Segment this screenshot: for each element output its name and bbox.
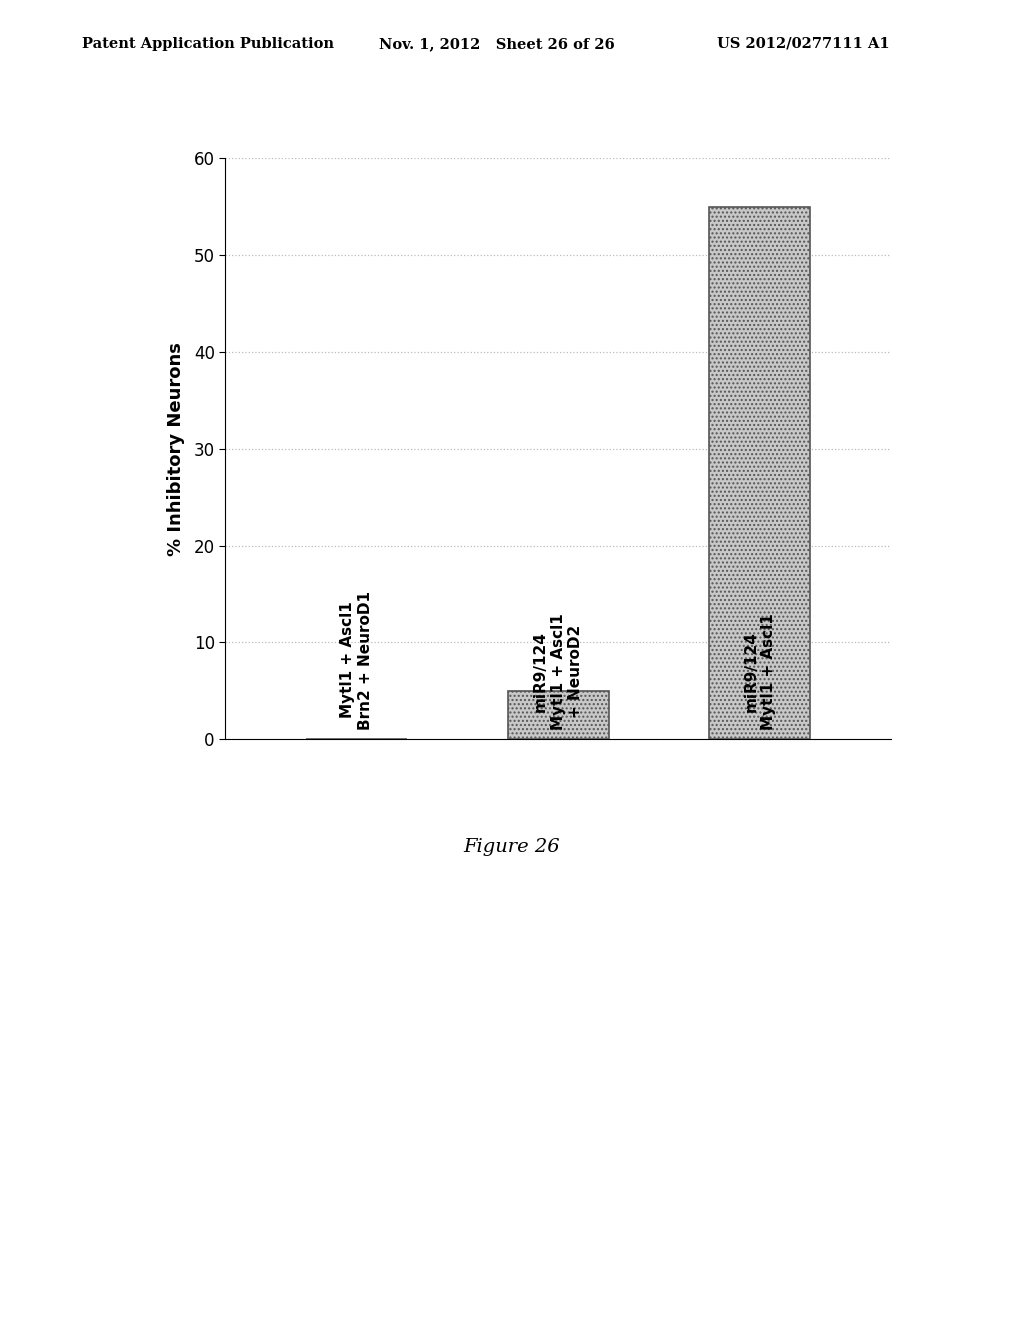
Text: Mytl1 + Ascl1
Brn2 + NeuroD1: Mytl1 + Ascl1 Brn2 + NeuroD1 <box>340 590 373 730</box>
Text: miR9/124
Mytl1 + Ascl1
+ NeuroD2: miR9/124 Mytl1 + Ascl1 + NeuroD2 <box>534 612 583 730</box>
Text: Nov. 1, 2012   Sheet 26 of 26: Nov. 1, 2012 Sheet 26 of 26 <box>379 37 614 51</box>
Text: Figure 26: Figure 26 <box>464 838 560 857</box>
Bar <box>508 690 608 739</box>
Text: Patent Application Publication: Patent Application Publication <box>82 37 334 51</box>
Y-axis label: % Inhibitory Neurons: % Inhibitory Neurons <box>167 342 185 556</box>
Text: miR9/124
Mytl1 + Ascl1: miR9/124 Mytl1 + Ascl1 <box>743 612 776 730</box>
Text: US 2012/0277111 A1: US 2012/0277111 A1 <box>717 37 890 51</box>
Bar <box>710 207 810 739</box>
